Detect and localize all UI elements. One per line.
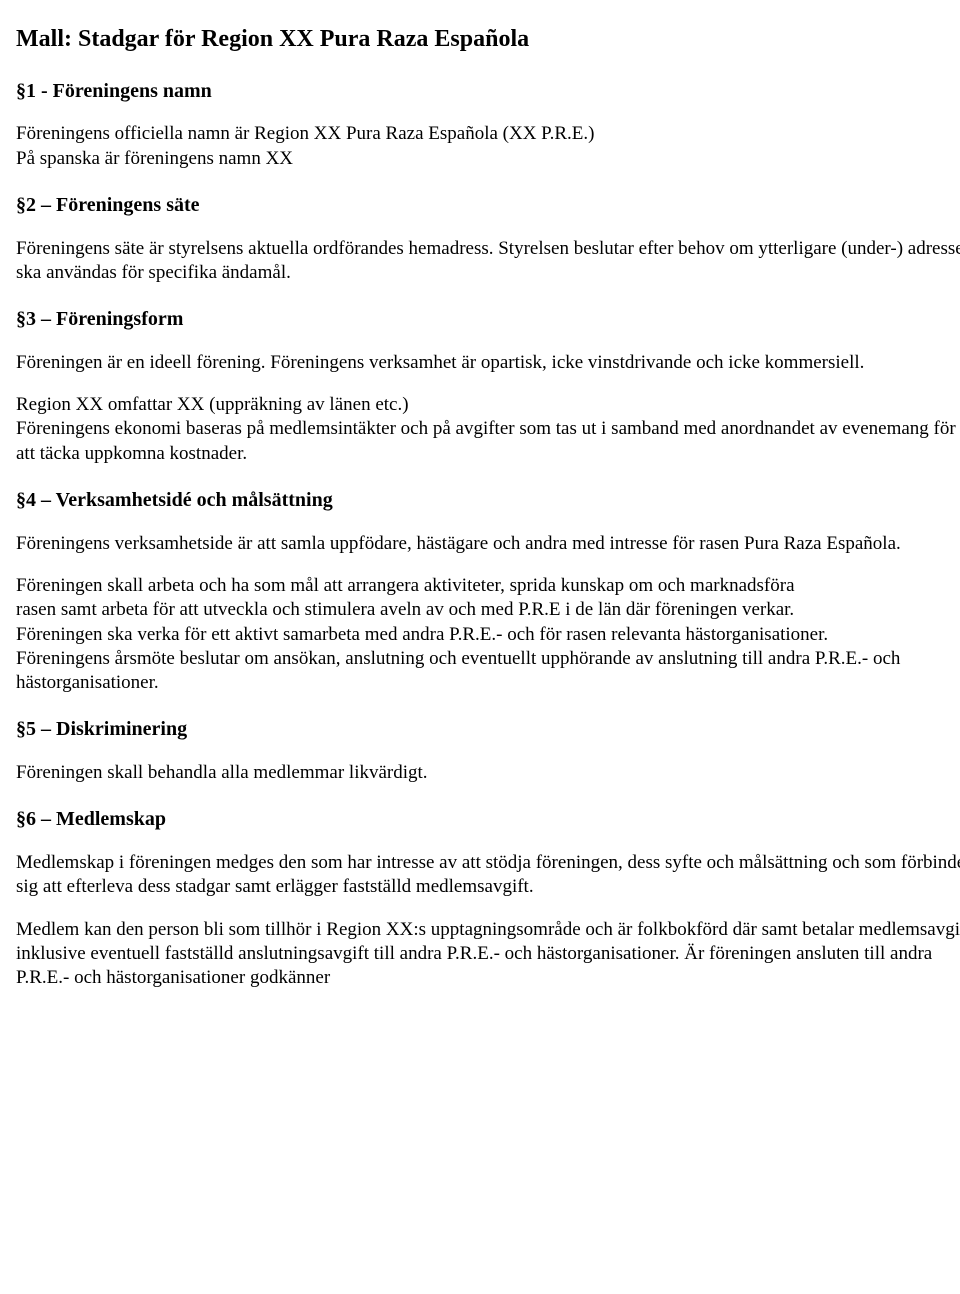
section-4-para-1: Föreningens verksamhetside är att samla … [16, 532, 960, 556]
section-4-para-4: Föreningen ska verka för ett aktivt sama… [16, 623, 960, 647]
section-3-para-2: Region XX omfattar XX (uppräkning av län… [16, 393, 960, 417]
section-1-para-1: Föreningens officiella namn är Region XX… [16, 122, 960, 146]
section-6-para-2: Medlem kan den person bli som tillhör i … [16, 918, 960, 991]
section-4-para-2: Föreningen skall arbeta och ha som mål a… [16, 574, 960, 598]
section-4-heading: §4 – Verksamhetsidé och målsättning [16, 488, 960, 514]
section-4-para-3: rasen samt arbeta för att utveckla och s… [16, 598, 960, 622]
section-5-para-1: Föreningen skall behandla alla medlemmar… [16, 761, 960, 785]
section-6-para-1: Medlemskap i föreningen medges den som h… [16, 851, 960, 900]
section-1-heading: §1 - Föreningens namn [16, 79, 960, 105]
section-3-heading: §3 – Föreningsform [16, 307, 960, 333]
section-3-para-1: Föreningen är en ideell förening. Föreni… [16, 351, 960, 375]
section-3-para-3: Föreningens ekonomi baseras på medlemsin… [16, 417, 960, 466]
section-5-heading: §5 – Diskriminering [16, 717, 960, 743]
section-2-heading: §2 – Föreningens säte [16, 193, 960, 219]
document-title: Mall: Stadgar för Region XX Pura Raza Es… [16, 24, 960, 55]
section-4-para-5: Föreningens årsmöte beslutar om ansökan,… [16, 647, 960, 696]
section-2-para-1: Föreningens säte är styrelsens aktuella … [16, 237, 960, 286]
section-1-para-2: På spanska är föreningens namn XX [16, 147, 960, 171]
section-6-heading: §6 – Medlemskap [16, 807, 960, 833]
